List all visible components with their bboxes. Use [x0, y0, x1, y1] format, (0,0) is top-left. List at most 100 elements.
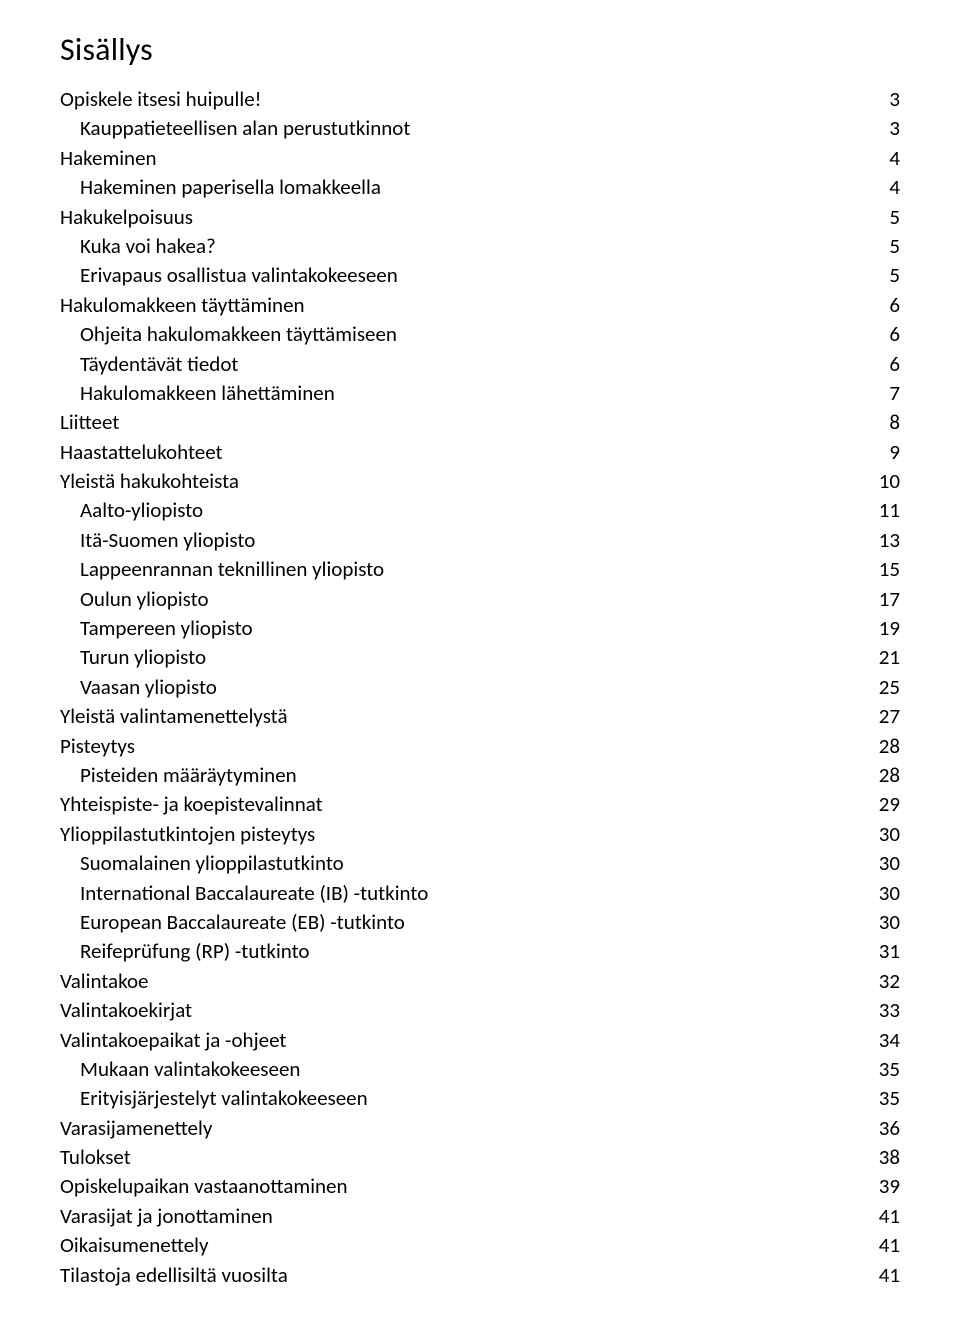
toc-entry-page: 13	[842, 526, 900, 555]
toc-entry-label: Valintakoe	[60, 967, 842, 996]
toc-entry-page: 30	[842, 908, 900, 937]
toc-row: Varasijamenettely36	[60, 1114, 900, 1143]
toc-row: Opiskelupaikan vastaanottaminen39	[60, 1172, 900, 1201]
toc-entry-label: Hakukelpoisuus	[60, 203, 842, 232]
toc-entry-label: Oulun yliopisto	[80, 585, 842, 614]
toc-row: Erityisjärjestelyt valintakokeeseen35	[60, 1084, 900, 1113]
toc-row: Ohjeita hakulomakkeen täyttämiseen6	[60, 320, 900, 349]
toc-entry-label: Oikaisumenettely	[60, 1231, 842, 1260]
toc-entry-label: Hakeminen	[60, 144, 842, 173]
toc-entry-label: Varasijat ja jonottaminen	[60, 1202, 842, 1231]
toc-entry-label: Pisteiden määräytyminen	[80, 761, 842, 790]
toc-row: Hakeminen4	[60, 144, 900, 173]
toc-entry-label: Hakeminen paperisella lomakkeella	[80, 173, 842, 202]
toc-entry-label: Yleistä hakukohteista	[60, 467, 842, 496]
toc-entry-page: 4	[842, 173, 900, 202]
toc-entry-page: 41	[842, 1231, 900, 1260]
toc-entry-page: 3	[842, 114, 900, 143]
toc-entry-label: Hakulomakkeen lähettäminen	[80, 379, 842, 408]
toc-entry-page: 35	[842, 1055, 900, 1084]
toc-row: Kauppatieteellisen alan perustutkinnot3	[60, 114, 900, 143]
toc-row: Vaasan yliopisto25	[60, 673, 900, 702]
toc-entry-label: Erivapaus osallistua valintakokeeseen	[80, 261, 842, 290]
toc-entry-label: European Baccalaureate (EB) -tutkinto	[80, 908, 842, 937]
toc-row: Tulokset38	[60, 1143, 900, 1172]
toc-entry-page: 4	[842, 144, 900, 173]
toc-entry-label: International Baccalaureate (IB) -tutkin…	[80, 879, 842, 908]
toc-entry-page: 33	[842, 996, 900, 1025]
toc-entry-label: Liitteet	[60, 408, 842, 437]
toc-row: Valintakoepaikat ja -ohjeet34	[60, 1026, 900, 1055]
toc-entry-label: Ylioppilastutkintojen pisteytys	[60, 820, 842, 849]
toc-entry-page: 6	[842, 320, 900, 349]
toc-entry-page: 6	[842, 350, 900, 379]
toc-entry-page: 19	[842, 614, 900, 643]
toc-entry-page: 41	[842, 1202, 900, 1231]
toc-row: Suomalainen ylioppilastutkinto30	[60, 849, 900, 878]
toc-entry-label: Yleistä valintamenettelystä	[60, 702, 842, 731]
toc-entry-page: 25	[842, 673, 900, 702]
toc-entry-page: 21	[842, 643, 900, 672]
toc-row: Oulun yliopisto17	[60, 585, 900, 614]
toc-entry-label: Täydentävät tiedot	[80, 350, 842, 379]
toc-entry-label: Reifeprüfung (RP) -tutkinto	[80, 937, 842, 966]
toc-entry-page: 17	[842, 585, 900, 614]
toc-row: Ylioppilastutkintojen pisteytys30	[60, 820, 900, 849]
toc-row: Mukaan valintakokeeseen35	[60, 1055, 900, 1084]
toc-entry-page: 10	[842, 467, 900, 496]
toc-entry-label: Yhteispiste- ja koepistevalinnat	[60, 790, 842, 819]
toc-entry-page: 7	[842, 379, 900, 408]
toc-entry-label: Turun yliopisto	[80, 643, 842, 672]
toc-row: Yhteispiste- ja koepistevalinnat29	[60, 790, 900, 819]
toc-entry-page: 11	[842, 496, 900, 525]
toc-entry-page: 3	[842, 85, 900, 114]
toc-row: Reifeprüfung (RP) -tutkinto31	[60, 937, 900, 966]
toc-entry-page: 28	[842, 732, 900, 761]
toc-entry-label: Kauppatieteellisen alan perustutkinnot	[80, 114, 842, 143]
toc-entry-label: Aalto-yliopisto	[80, 496, 842, 525]
toc-row: Tilastoja edellisiltä vuosilta41	[60, 1261, 900, 1290]
toc-entry-label: Vaasan yliopisto	[80, 673, 842, 702]
toc-entry-label: Lappeenrannan teknillinen yliopisto	[80, 555, 842, 584]
toc-entry-label: Opiskele itsesi huipulle!	[60, 85, 842, 114]
toc-entry-page: 27	[842, 702, 900, 731]
toc-row: Yleistä valintamenettelystä27	[60, 702, 900, 731]
toc-entry-label: Haastattelukohteet	[60, 438, 842, 467]
toc-row: Hakulomakkeen täyttäminen6	[60, 291, 900, 320]
toc-entry-label: Ohjeita hakulomakkeen täyttämiseen	[80, 320, 842, 349]
toc-entry-page: 5	[842, 203, 900, 232]
toc-entry-page: 29	[842, 790, 900, 819]
toc-entry-label: Hakulomakkeen täyttäminen	[60, 291, 842, 320]
toc-entry-page: 8	[842, 408, 900, 437]
toc-row: European Baccalaureate (EB) -tutkinto30	[60, 908, 900, 937]
toc-entry-page: 30	[842, 879, 900, 908]
toc-row: Kuka voi hakea?5	[60, 232, 900, 261]
toc-entry-page: 9	[842, 438, 900, 467]
toc-entry-page: 5	[842, 261, 900, 290]
toc-list: Opiskele itsesi huipulle!3Kauppatieteell…	[60, 85, 900, 1290]
toc-entry-label: Itä-Suomen yliopisto	[80, 526, 842, 555]
toc-entry-label: Valintakoepaikat ja -ohjeet	[60, 1026, 842, 1055]
toc-row: Täydentävät tiedot6	[60, 350, 900, 379]
toc-entry-page: 38	[842, 1143, 900, 1172]
toc-entry-page: 34	[842, 1026, 900, 1055]
toc-row: Opiskele itsesi huipulle!3	[60, 85, 900, 114]
toc-entry-page: 36	[842, 1114, 900, 1143]
toc-entry-page: 30	[842, 820, 900, 849]
toc-row: Lappeenrannan teknillinen yliopisto15	[60, 555, 900, 584]
toc-entry-page: 5	[842, 232, 900, 261]
toc-entry-page: 35	[842, 1084, 900, 1113]
toc-entry-label: Kuka voi hakea?	[80, 232, 842, 261]
toc-row: Itä-Suomen yliopisto13	[60, 526, 900, 555]
toc-row: Tampereen yliopisto19	[60, 614, 900, 643]
toc-entry-label: Suomalainen ylioppilastutkinto	[80, 849, 842, 878]
toc-row: Hakulomakkeen lähettäminen7	[60, 379, 900, 408]
toc-entry-page: 15	[842, 555, 900, 584]
toc-row: Haastattelukohteet9	[60, 438, 900, 467]
toc-title: Sisällys	[60, 30, 900, 69]
toc-entry-label: Valintakoekirjat	[60, 996, 842, 1025]
toc-row: Erivapaus osallistua valintakokeeseen5	[60, 261, 900, 290]
toc-row: Pisteiden määräytyminen28	[60, 761, 900, 790]
toc-entry-page: 6	[842, 291, 900, 320]
toc-row: International Baccalaureate (IB) -tutkin…	[60, 879, 900, 908]
